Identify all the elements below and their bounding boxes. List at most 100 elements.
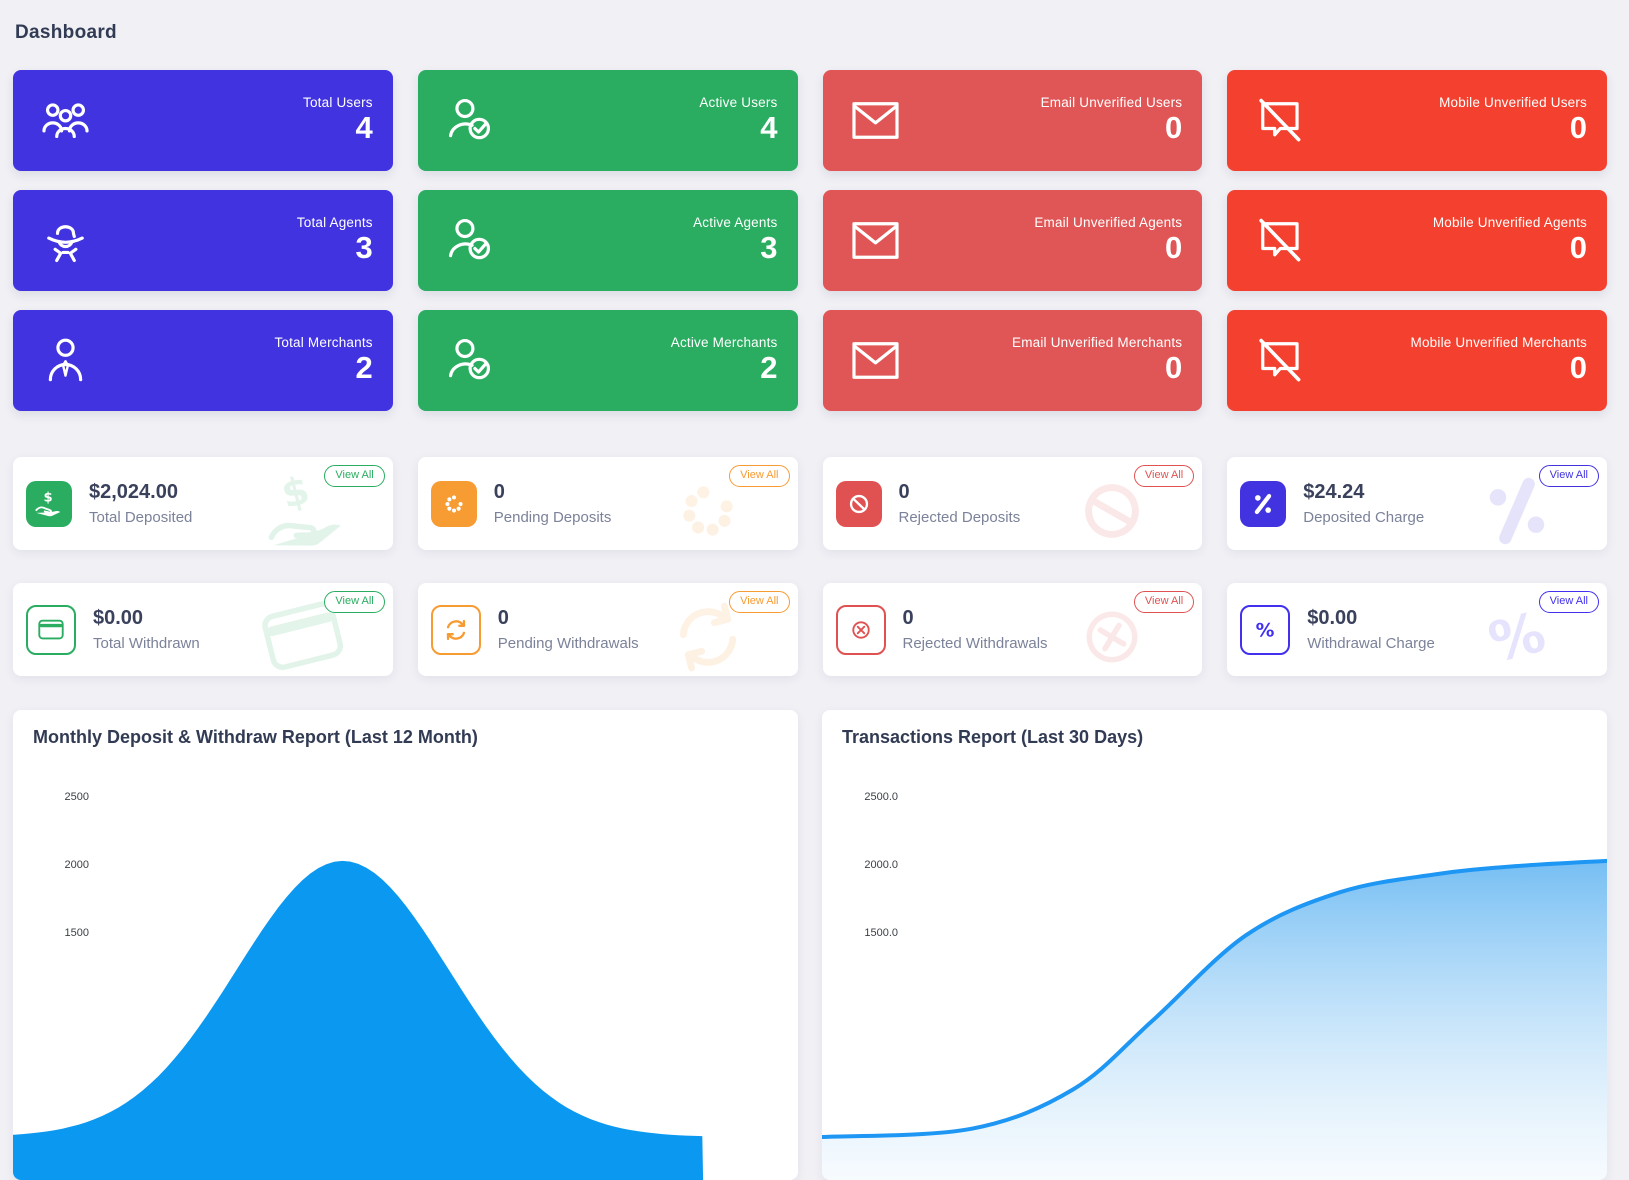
summary-value: $24.24 xyxy=(1303,481,1365,503)
stat-label: Active Users xyxy=(699,95,778,111)
spinner-icon xyxy=(430,480,477,527)
view-all-button[interactable]: View All xyxy=(729,591,790,613)
view-all-button[interactable]: View All xyxy=(1538,591,1599,613)
user-tie-icon xyxy=(40,335,91,386)
credit-card-icon xyxy=(26,604,76,655)
summary-label: Deposited Charge xyxy=(1303,509,1425,526)
svg-text:%: % xyxy=(1256,620,1275,641)
users-group-icon xyxy=(40,95,91,146)
chart-title: Monthly Deposit & Withdraw Report (Last … xyxy=(33,727,478,747)
sync-icon xyxy=(430,604,481,655)
summary-card-rejected-withdrawals: 0 Rejected Withdrawals View All xyxy=(822,583,1203,676)
stat-value: 3 xyxy=(355,230,373,266)
charts-row: Monthly Deposit & Withdraw Report (Last … xyxy=(13,710,1607,1180)
stat-value: 0 xyxy=(1569,230,1587,266)
stat-label: Total Users xyxy=(303,95,373,111)
view-all-button[interactable]: View All xyxy=(324,591,385,613)
view-all-button[interactable]: View All xyxy=(1133,465,1195,487)
user-check-icon xyxy=(445,215,496,266)
stat-card-total-merchants: Total Merchants 2 xyxy=(13,310,393,411)
summary-label: Total Withdrawn xyxy=(93,635,200,652)
chart-card-monthly-report: Monthly Deposit & Withdraw Report (Last … xyxy=(13,710,798,1180)
stat-label: Active Merchants xyxy=(670,335,778,351)
stat-value: 0 xyxy=(1165,350,1183,386)
stat-value: 4 xyxy=(355,110,373,146)
envelope-icon xyxy=(850,335,901,386)
y-axis-tick: 1500.0 xyxy=(864,927,898,939)
view-all-button[interactable]: View All xyxy=(324,465,385,487)
hand-holding-dollar-icon: $ xyxy=(26,480,72,527)
stat-card-active-users: Active Users 4 xyxy=(417,70,798,171)
summary-label: Pending Withdrawals xyxy=(497,635,639,652)
stat-label: Active Agents xyxy=(693,215,778,231)
summary-value: $2,024.00 xyxy=(89,481,178,503)
stat-label: Total Agents xyxy=(296,215,373,231)
stat-value: 0 xyxy=(1569,350,1587,386)
summary-label: Total Deposited xyxy=(89,509,193,526)
stat-card-mobile-unverified-users: Mobile Unverified Users 0 xyxy=(1227,70,1607,171)
stat-label: Email Unverified Agents xyxy=(1034,215,1183,231)
envelope-icon xyxy=(850,95,901,146)
stat-card-active-agents: Active Agents 3 xyxy=(417,190,798,291)
view-all-button[interactable]: View All xyxy=(1133,591,1195,613)
stat-label: Email Unverified Users xyxy=(1040,95,1183,111)
stat-label: Mobile Unverified Users xyxy=(1439,95,1587,111)
svg-text:$: $ xyxy=(277,468,314,518)
stat-value: 4 xyxy=(760,110,778,146)
view-all-button[interactable]: View All xyxy=(1538,465,1599,487)
stat-value: 0 xyxy=(1165,230,1183,266)
stat-card-active-merchants: Active Merchants 2 xyxy=(417,310,798,411)
stat-card-mobile-unverified-agents: Mobile Unverified Agents 0 xyxy=(1227,190,1607,291)
summary-value: $0.00 xyxy=(1307,607,1358,629)
stat-card-total-agents: Total Agents 3 xyxy=(13,190,393,291)
transactions-area-chart xyxy=(822,858,1607,1180)
summary-card-withdrawal-charge: % $0.00 Withdrawal Charge% View All xyxy=(1227,583,1607,676)
stat-card-email-unverified-agents: Email Unverified Agents 0 xyxy=(822,190,1203,291)
percent-icon xyxy=(1240,480,1287,527)
chart-title: Transactions Report (Last 30 Days) xyxy=(842,727,1144,747)
summary-card-pending-deposits: 0 Pending Deposits View All xyxy=(417,457,798,550)
circle-xmark-icon xyxy=(835,604,886,655)
user-secret-icon xyxy=(40,215,91,266)
user-check-icon xyxy=(445,335,496,386)
user-check-icon xyxy=(445,95,496,146)
stat-card-mobile-unverified-merchants: Mobile Unverified Merchants 0 xyxy=(1227,310,1607,411)
page-title: Dashboard xyxy=(15,22,117,43)
y-axis-tick: 2000 xyxy=(64,859,89,871)
ban-icon xyxy=(835,480,882,527)
svg-text:$: $ xyxy=(44,490,53,505)
stat-value: 0 xyxy=(1569,110,1587,146)
summary-value: 0 xyxy=(497,607,509,629)
summary-card-rejected-deposits: 0 Rejected Deposits View All xyxy=(822,457,1203,550)
summary-label: Rejected Withdrawals xyxy=(902,635,1048,652)
comment-slash-icon xyxy=(1254,95,1305,146)
summary-value: 0 xyxy=(493,481,505,503)
view-all-button[interactable]: View All xyxy=(729,465,790,487)
summary-card-total-withdrawn: $0.00 Total Withdrawn View All xyxy=(13,583,393,676)
summary-grid: $ $2,024.00 Total Deposited $ View All 0 Pendi… xyxy=(13,457,1607,676)
summary-label: Rejected Deposits xyxy=(898,509,1021,526)
stat-label: Email Unverified Merchants xyxy=(1011,335,1183,351)
monthly-area-chart xyxy=(13,860,704,1180)
stat-label: Mobile Unverified Merchants xyxy=(1410,335,1587,351)
summary-value: 0 xyxy=(902,607,914,629)
envelope-icon xyxy=(850,215,901,266)
summary-label: Withdrawal Charge xyxy=(1307,635,1435,652)
comment-slash-icon xyxy=(1254,335,1305,386)
stat-label: Total Merchants xyxy=(274,335,373,351)
stat-card-email-unverified-merchants: Email Unverified Merchants 0 xyxy=(822,310,1203,411)
summary-label: Pending Deposits xyxy=(493,509,612,526)
chart-card-transactions-report: Transactions Report (Last 30 Days) 2500.… xyxy=(822,710,1607,1180)
stat-value: 2 xyxy=(355,350,373,386)
summary-value: $0.00 xyxy=(93,607,144,629)
percent-text-icon: % xyxy=(1240,604,1291,655)
stat-value: 0 xyxy=(1165,110,1183,146)
summary-card-pending-withdrawals: 0 Pending Withdrawals View All xyxy=(417,583,798,676)
summary-card-total-deposited: $ $2,024.00 Total Deposited $ View All xyxy=(13,457,393,550)
y-axis-tick: 2000.0 xyxy=(864,859,898,871)
stat-value: 2 xyxy=(760,350,778,386)
stat-card-total-users: Total Users 4 xyxy=(13,70,393,171)
stat-value: 3 xyxy=(760,230,778,266)
stat-card-email-unverified-users: Email Unverified Users 0 xyxy=(822,70,1203,171)
